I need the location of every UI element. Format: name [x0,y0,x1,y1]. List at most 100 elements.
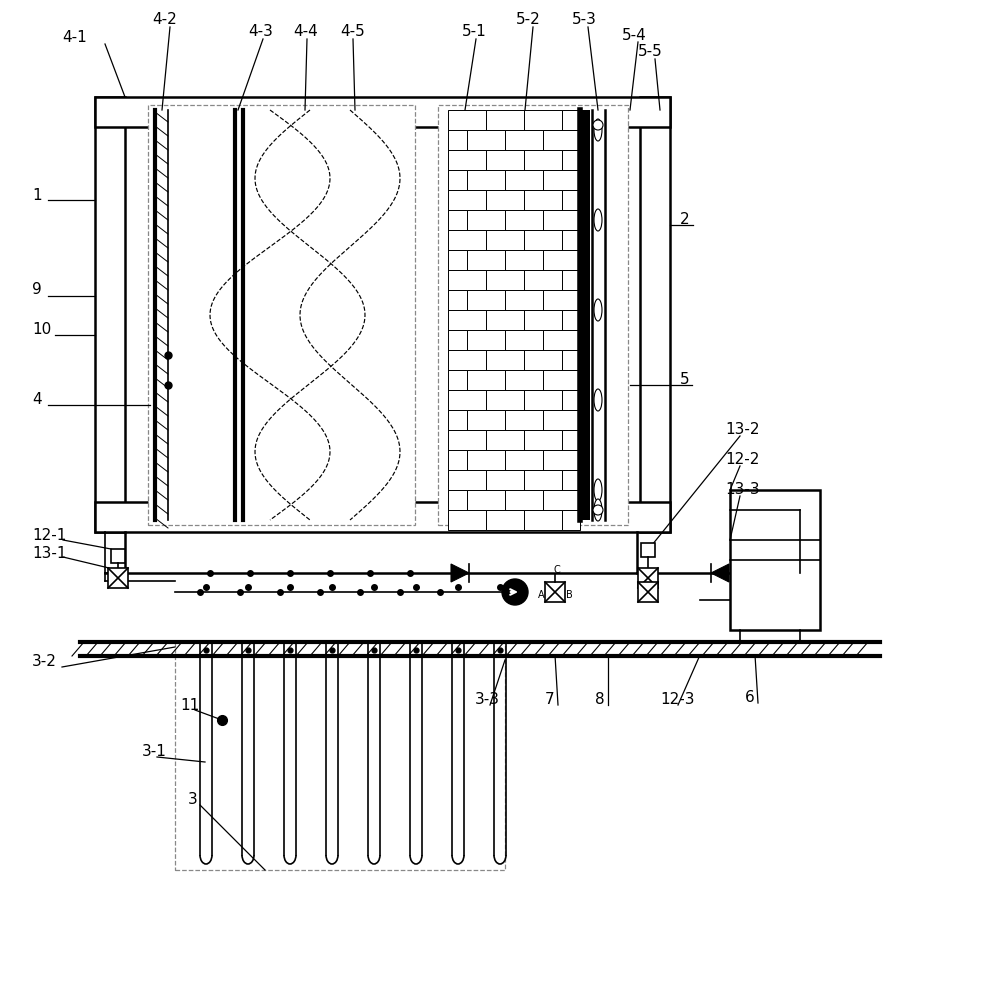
Bar [543,130,580,150]
Circle shape [593,120,603,130]
Bar [505,210,543,230]
Bar [467,290,505,310]
Bar [562,190,580,210]
Text: B: B [566,590,573,600]
Bar [448,490,467,510]
Bar [524,150,562,170]
Bar [562,150,580,170]
Text: 3-1: 3-1 [142,744,167,760]
Bar [505,450,543,470]
Bar [486,350,524,370]
Circle shape [593,505,603,515]
Bar [448,370,467,390]
Bar [562,230,580,250]
Text: 5-4: 5-4 [622,27,647,42]
Text: 5-3: 5-3 [572,12,597,27]
Text: 5-5: 5-5 [638,44,663,60]
Bar [543,450,580,470]
Bar [486,470,524,490]
Text: 5-1: 5-1 [462,24,487,39]
Bar [448,170,467,190]
Text: 12-3: 12-3 [660,692,694,708]
Text: 4-5: 4-5 [340,24,364,39]
Text: 10: 10 [32,322,51,338]
Text: 12-1: 12-1 [32,528,67,544]
Bar [562,110,580,130]
Bar [95,502,670,532]
Bar [505,330,543,350]
Text: 4-4: 4-4 [293,24,318,39]
Text: C: C [554,565,561,575]
Text: 12-2: 12-2 [725,452,759,468]
Bar [467,490,505,510]
Bar [524,310,562,330]
Polygon shape [711,564,729,582]
Text: 11: 11 [180,698,199,712]
Bar [448,350,486,370]
Bar [486,390,524,410]
Bar [543,290,580,310]
Bar [448,150,486,170]
Bar [505,170,543,190]
Bar [467,370,505,390]
Bar [467,410,505,430]
Bar [108,568,128,588]
Bar [467,210,505,230]
Ellipse shape [158,480,166,500]
Bar [438,105,628,525]
Bar [448,110,580,520]
Bar [95,97,125,532]
Text: 3: 3 [188,792,197,808]
Bar [524,430,562,450]
Text: 1: 1 [32,188,41,202]
Bar [486,430,524,450]
Bar [545,582,565,602]
Text: A: A [538,590,544,600]
Bar [486,230,524,250]
Bar [562,470,580,490]
Bar [486,190,524,210]
Bar [448,290,467,310]
Ellipse shape [158,115,166,135]
Text: 13-1: 13-1 [32,546,67,560]
Bar [448,270,486,290]
Bar [580,110,590,520]
Bar [641,543,655,557]
Text: 4: 4 [32,392,41,408]
Bar [562,510,580,530]
Bar [638,582,658,602]
Text: 3-3: 3-3 [475,692,500,708]
Text: 2: 2 [680,213,689,228]
Bar [640,97,670,532]
Ellipse shape [594,299,602,321]
Text: 4-3: 4-3 [248,24,273,39]
Ellipse shape [594,209,602,231]
Bar [562,310,580,330]
Bar [524,270,562,290]
Text: 5-2: 5-2 [516,12,541,27]
Bar [467,250,505,270]
Ellipse shape [158,420,166,440]
Bar [467,330,505,350]
Bar [543,210,580,230]
Bar [562,390,580,410]
Bar [467,170,505,190]
Bar [730,490,820,630]
Bar [448,470,486,490]
Bar [505,370,543,390]
Text: 8: 8 [595,692,605,708]
Bar [543,370,580,390]
Bar [562,350,580,370]
Bar [467,130,505,150]
Bar [505,290,543,310]
Bar [111,549,125,563]
Ellipse shape [158,230,166,250]
Ellipse shape [158,500,166,520]
Text: 4-1: 4-1 [62,29,86,44]
Bar [448,510,486,530]
Bar [486,150,524,170]
Bar [524,390,562,410]
Bar [524,470,562,490]
Bar [505,410,543,430]
Bar [505,130,543,150]
